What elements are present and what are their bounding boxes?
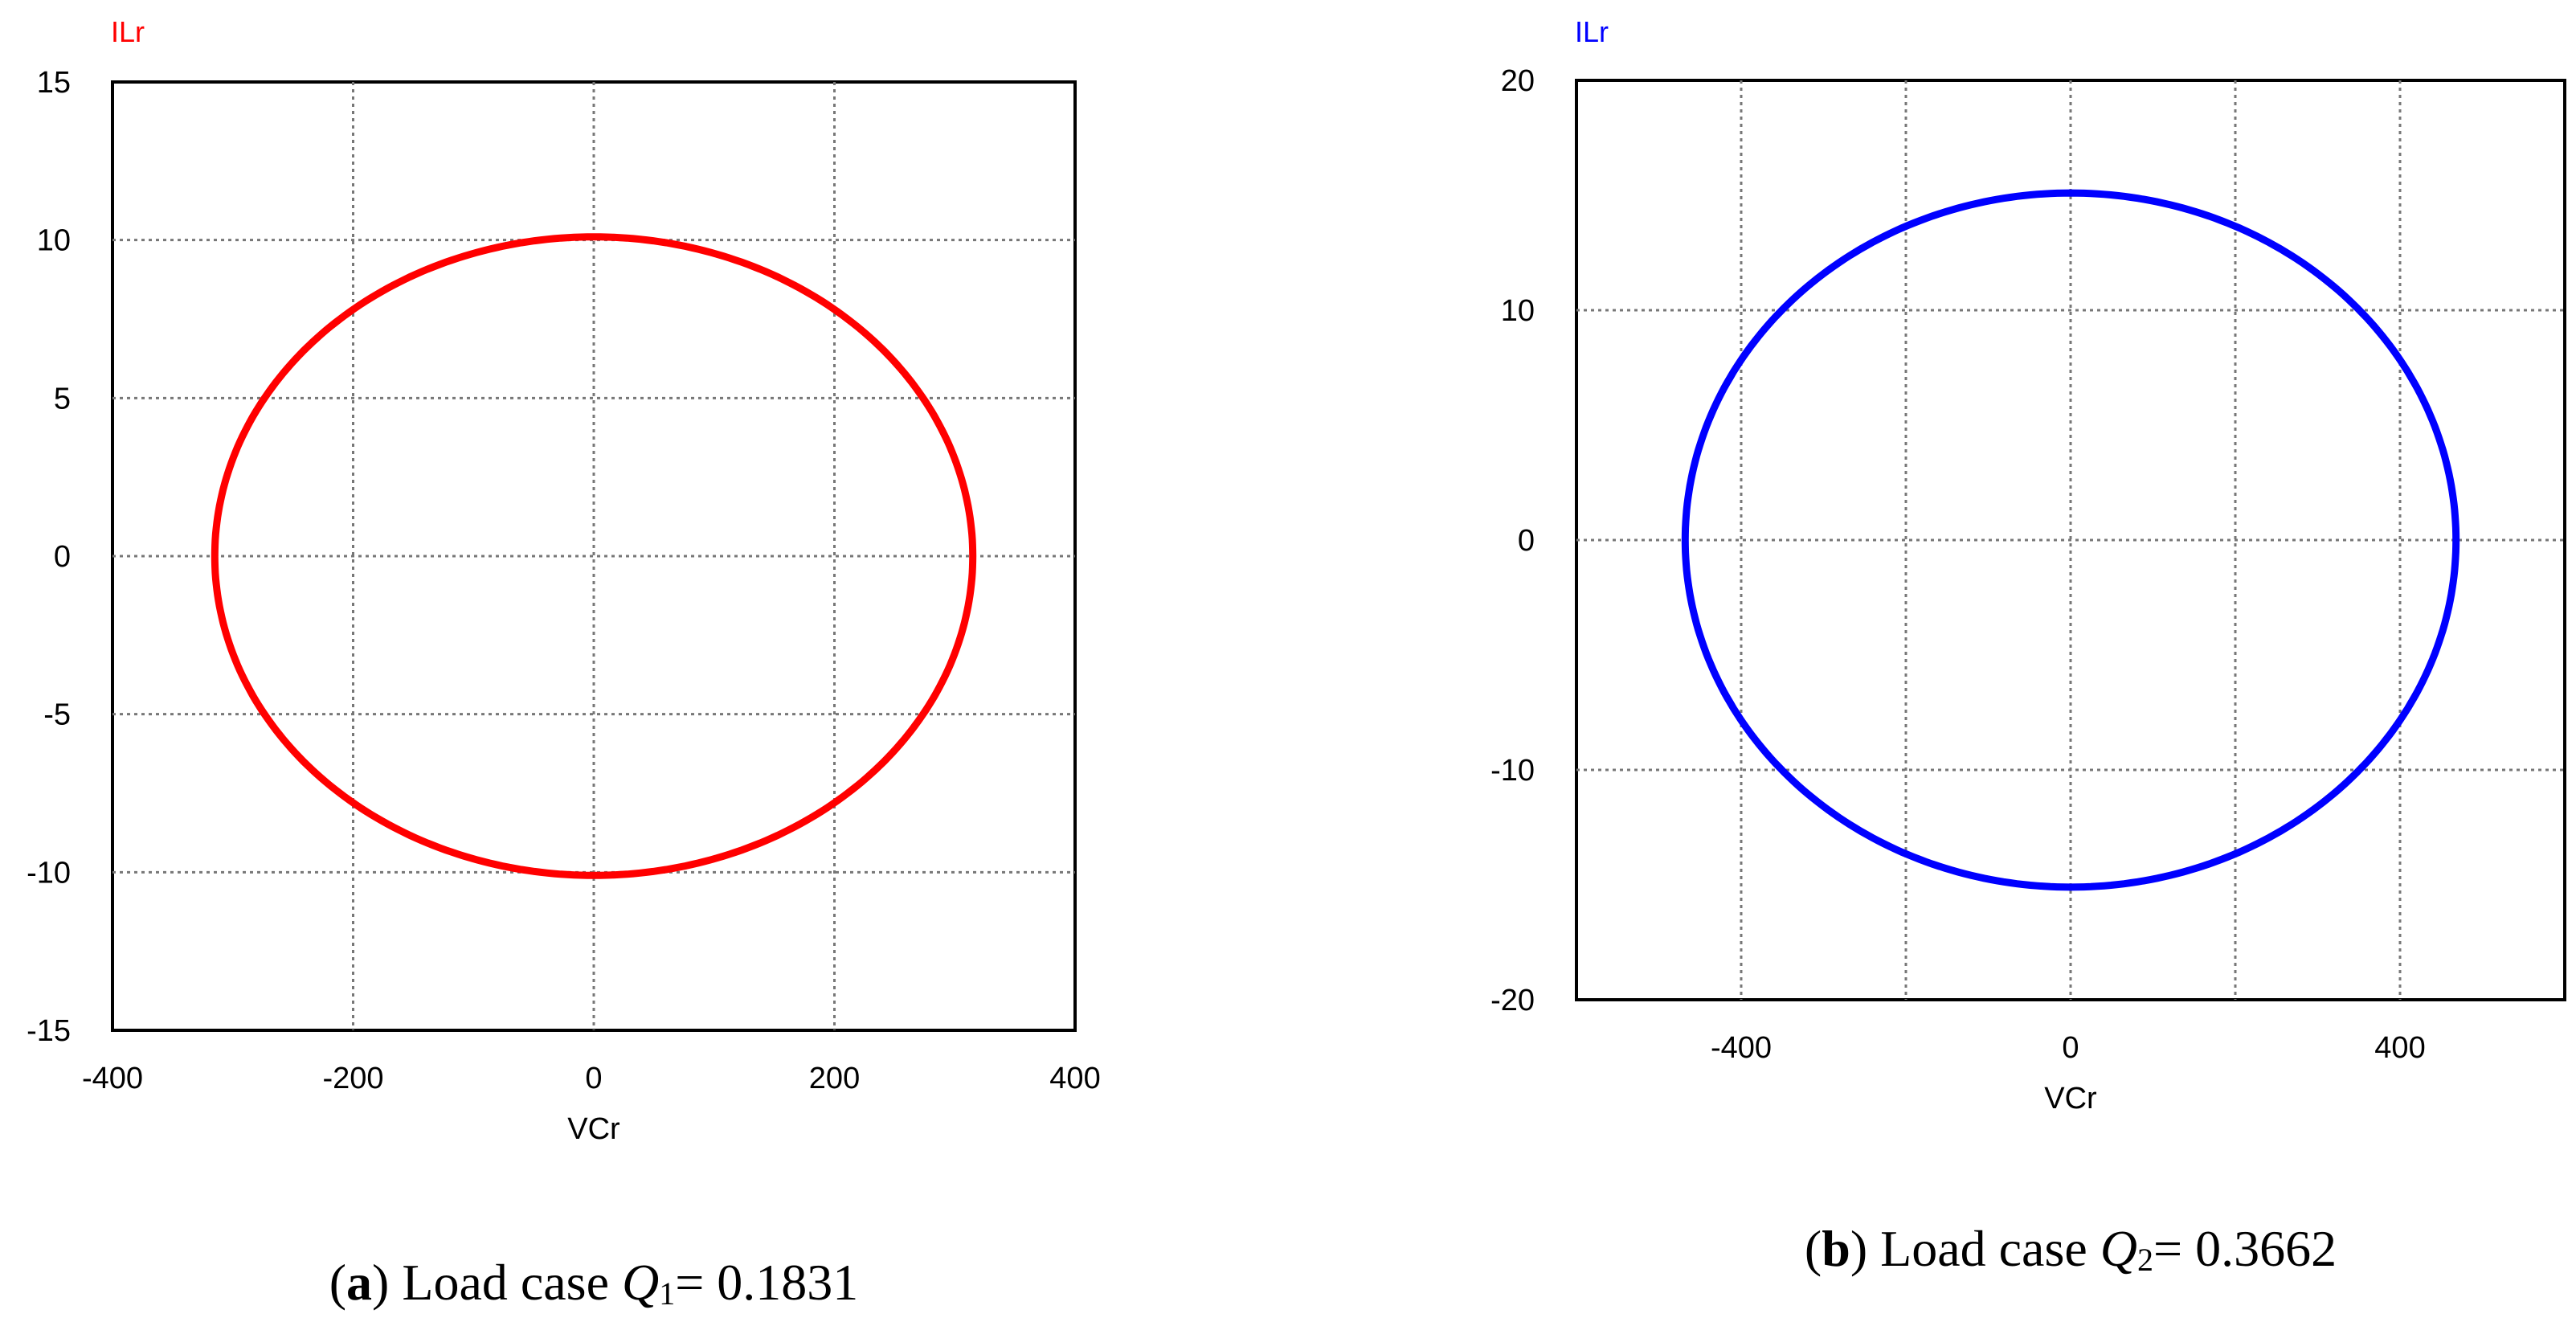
grid-a [112,82,1075,1030]
x-tick-label: 400 [1049,1062,1100,1095]
x-axis-title-b: VCr [2044,1082,2097,1115]
y-tick-label: 10 [37,224,71,258]
caption-b-text1: Load case [1880,1220,2087,1277]
y-tick-label: -10 [1490,754,1535,788]
y-tick-labels-b: 20 10 0 -10 -20 [1490,64,1535,1017]
y-tick-labels-a: 15 10 5 0 -5 -10 -15 [27,66,71,1048]
y-tick-label: -20 [1490,984,1535,1017]
x-tick-label: -400 [1711,1031,1772,1065]
x-tick-label: 0 [585,1062,602,1095]
series-curve-b [1681,189,2460,891]
y-tick-label: 5 [54,382,71,415]
y-tick-label: 15 [37,66,71,100]
caption-b-letter: b [1822,1220,1850,1277]
x-tick-label: 200 [809,1062,860,1095]
caption-a-sub: 1 [659,1275,675,1312]
x-tick-labels-a: -400 -200 0 200 400 [82,1062,1101,1095]
y-tick-label: -10 [27,856,71,890]
caption-b: (b) Load case Q2= 0.3662 [1805,1220,2337,1278]
caption-b-var: Q [2100,1220,2137,1277]
y-tick-label: 0 [54,540,71,574]
y-tick-label: 20 [1501,64,1535,98]
x-tick-labels-b: -400 0 400 [1711,1031,2426,1065]
caption-a-var: Q [622,1254,659,1311]
caption-a-text1: Load case [402,1254,609,1311]
caption-a: (a) Load case Q1= 0.1831 [329,1254,859,1312]
x-tick-label: 400 [2374,1031,2425,1065]
caption-a-letter: a [346,1254,372,1311]
y-tick-label: -15 [27,1014,71,1048]
caption-b-text2: = 0.3662 [2153,1220,2337,1277]
y-tick-label: 10 [1501,294,1535,328]
y-axis-title-b: ILr [1575,15,1609,48]
caption-a-text2: = 0.1831 [675,1254,858,1311]
x-tick-label: -200 [322,1062,383,1095]
series-curve-a [211,233,977,879]
chart-panel-a: ILr 15 10 5 0 -5 -10 -15 -400 -200 0 200 400 VCr (… [27,15,1101,1312]
caption-b-sub: 2 [2137,1242,2153,1278]
x-axis-title-a: VCr [567,1112,620,1146]
chart-panel-b: ILr 20 10 0 -10 -20 -400 0 400 VCr (b) Load ca… [1490,15,2566,1278]
grid-b [1576,80,2565,1000]
y-tick-label: -5 [43,698,71,732]
x-tick-label: -400 [82,1062,143,1095]
x-tick-label: 0 [2062,1031,2079,1065]
y-tick-label: 0 [1518,524,1535,558]
y-axis-title-a: ILr [111,15,145,48]
